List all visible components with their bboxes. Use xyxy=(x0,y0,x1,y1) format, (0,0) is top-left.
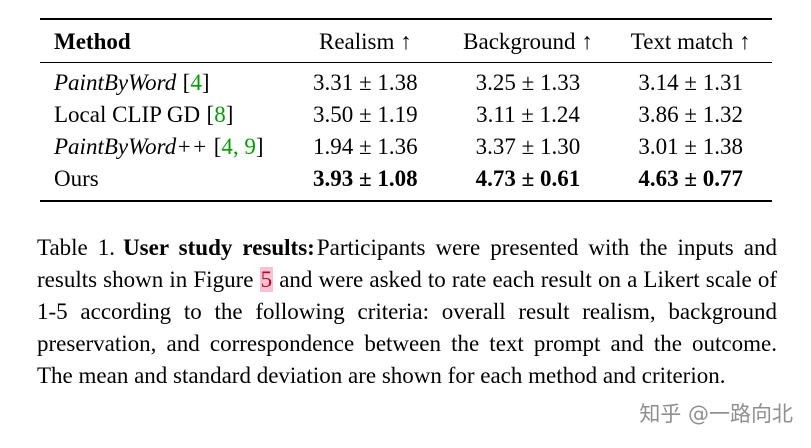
method-name: PaintByWord++ xyxy=(54,134,208,159)
citation-link[interactable]: [4, 9] xyxy=(214,134,264,159)
zhihu-watermark: 知乎 @一路向北 xyxy=(639,402,793,426)
table-row-ours: Ours 3.93 ± 1.08 4.73 ± 0.61 4.63 ± 0.77 xyxy=(40,163,772,201)
caption-text-2: and were asked to rate each result on a … xyxy=(37,267,777,388)
background-value: 3.25 ± 1.33 xyxy=(475,70,581,95)
caption-text-1: Participants were presented with the inp… xyxy=(37,235,777,292)
background-value: 3.37 ± 1.30 xyxy=(475,134,581,159)
method-cell: PaintByWord++ [4, 9] xyxy=(40,131,284,163)
cite-number: 8 xyxy=(214,102,226,127)
table-row: Local CLIP GD [8] 3.50 ± 1.19 3.11 ± 1.24… xyxy=(40,99,772,131)
citation-link[interactable]: [8] xyxy=(207,102,234,127)
background-value: 4.73 ± 0.61 xyxy=(475,166,581,191)
table-row: PaintByWord [4] 3.31 ± 1.38 3.25 ± 1.33 3… xyxy=(40,63,772,100)
method-cell: PaintByWord [4] xyxy=(40,63,284,100)
text-match-value: 3.14 ± 1.31 xyxy=(638,70,743,95)
cite-bracket: ] xyxy=(201,70,210,95)
col-header-background: Background ↑ xyxy=(463,29,593,54)
background-value: 3.11 ± 1.24 xyxy=(476,102,580,127)
cite-number: 4 xyxy=(190,70,202,95)
realism-value: 3.31 ± 1.38 xyxy=(313,70,418,95)
cite-bracket: [ xyxy=(206,102,215,127)
cite-bracket: [ xyxy=(213,134,222,159)
method-cell: Ours xyxy=(40,163,284,201)
cite-bracket: ] xyxy=(225,102,234,127)
realism-value: 3.93 ± 1.08 xyxy=(313,166,418,191)
text-match-value: 3.01 ± 1.38 xyxy=(638,134,743,159)
col-header-method: Method xyxy=(54,29,131,54)
realism-value: 3.50 ± 1.19 xyxy=(313,102,418,127)
table-caption: Table 1. User study results:Participants … xyxy=(37,232,777,392)
text-match-value: 3.86 ± 1.32 xyxy=(638,102,743,127)
cite-bracket: ] xyxy=(255,134,264,159)
realism-value: 1.94 ± 1.36 xyxy=(313,134,418,159)
text-match-value: 4.63 ± 0.77 xyxy=(638,166,743,191)
method-name: PaintByWord xyxy=(54,70,177,95)
col-header-realism: Realism ↑ xyxy=(319,29,412,54)
caption-label: Table 1. xyxy=(37,235,116,260)
results-table: Method Realism ↑ Background ↑ Text match… xyxy=(40,18,772,202)
figure-5-link[interactable]: 5 xyxy=(259,267,274,292)
cite-number: 4, 9 xyxy=(221,134,256,159)
col-header-text-match: Text match ↑ xyxy=(630,29,751,54)
method-cell: Local CLIP GD [8] xyxy=(40,99,284,131)
table-row: PaintByWord++ [4, 9] 1.94 ± 1.36 3.37 ± 1… xyxy=(40,131,772,163)
caption-title: User study results: xyxy=(123,235,315,260)
table-header-row: Method Realism ↑ Background ↑ Text match… xyxy=(40,19,772,63)
citation-link[interactable]: [4] xyxy=(183,70,210,95)
cite-bracket: [ xyxy=(182,70,191,95)
method-name: Ours xyxy=(54,166,99,191)
user-study-results-table-container: Method Realism ↑ Background ↑ Text match… xyxy=(40,18,772,202)
method-name: Local CLIP GD xyxy=(54,102,201,127)
